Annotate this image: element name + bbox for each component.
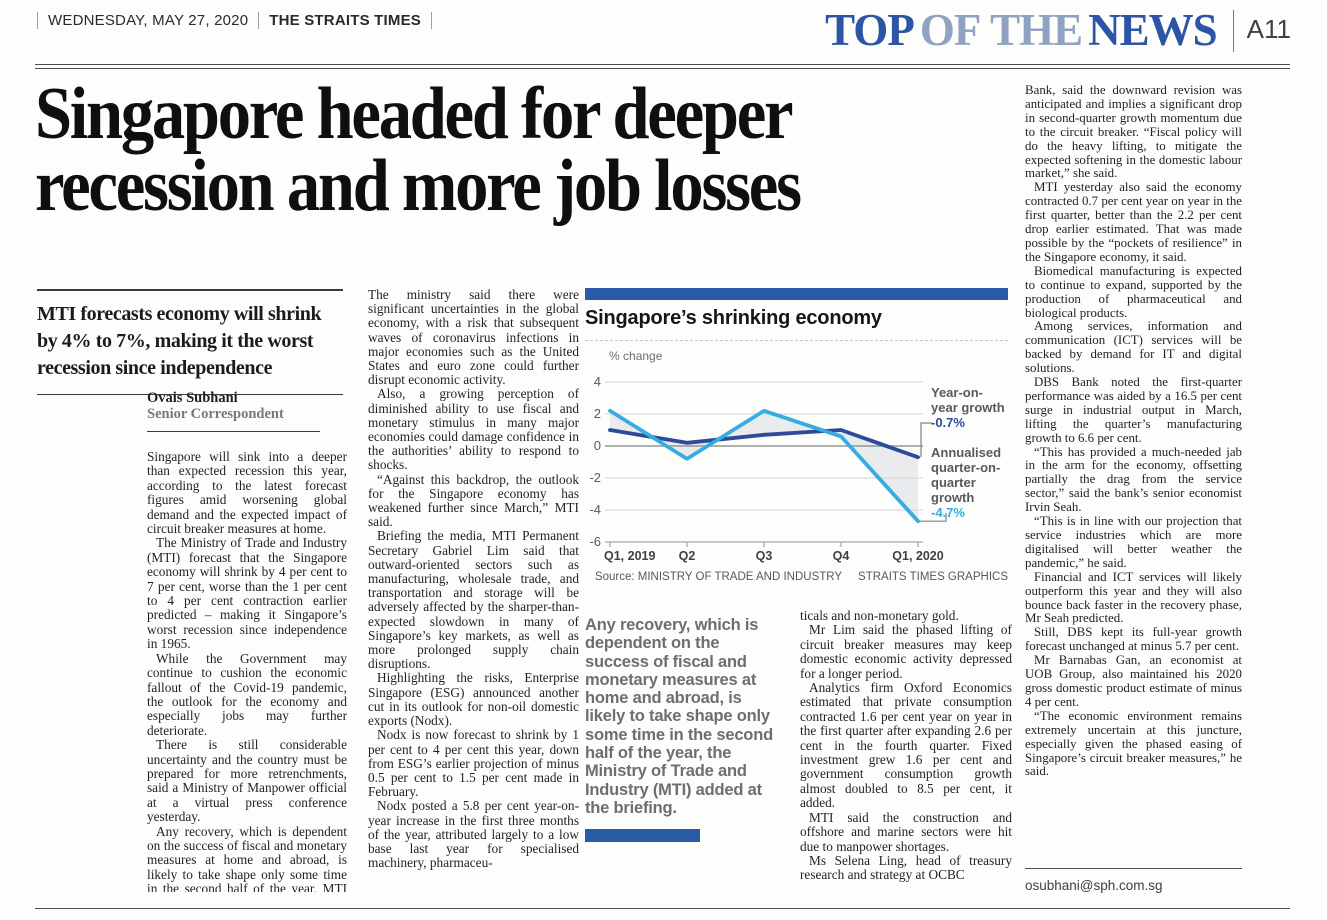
paragraph: Briefing the media, MTI Permanent Secret… — [368, 528, 579, 672]
paragraph: MTI yesterday also said the economy cont… — [1025, 180, 1242, 264]
svg-text:0: 0 — [594, 438, 601, 453]
chart-title: Singapore’s shrinking economy — [585, 307, 882, 329]
chart-series-value: -0.7% — [931, 415, 965, 430]
article-column-4: ticals and non-monetary gold. Mr Lim said… — [800, 609, 1012, 905]
divider — [258, 12, 260, 29]
section-title: TOP OF THE NEWS — [825, 5, 1218, 55]
chart-source-line: Source: MINISTRY OF TRADE AND INDUSTRY S… — [585, 571, 1008, 583]
paragraph: While the Government may continue to cus… — [147, 650, 347, 738]
paragraph: DBS Bank noted the first-quarter perform… — [1025, 375, 1242, 445]
masthead-right: TOP OF THE NEWS A11 — [825, 6, 1291, 54]
svg-text:Q1, 2019: Q1, 2019 — [604, 549, 655, 563]
svg-text:-2: -2 — [589, 470, 601, 485]
article-column-1: Singapore will sink into a deeper than e… — [147, 450, 347, 892]
svg-text:2: 2 — [594, 406, 601, 421]
chart-annotation-qoq: Annualised quarter-on-quarter growth -4.… — [931, 445, 1017, 520]
svg-text:Q1, 2020: Q1, 2020 — [892, 549, 943, 563]
chart-annotation-yoy: Year-on-year growth -0.7% — [931, 385, 1009, 430]
svg-text:% change: % change — [609, 349, 663, 363]
paragraph: The Ministry of Trade and Industry (MTI)… — [147, 535, 347, 652]
section-title-news: NEWS — [1088, 5, 1218, 55]
section-title-top: TOP — [825, 5, 915, 55]
paragraph: “This is in line with our projection tha… — [1025, 514, 1242, 570]
divider — [37, 12, 38, 29]
author-email: osubhani@sph.com.sg — [1025, 868, 1242, 893]
paragraph: “The economic environment remains extrem… — [1025, 708, 1242, 779]
pull-quote-text: Any recovery, which is dependent on the … — [585, 616, 773, 817]
paragraph: “This has provided a much-needed jab in … — [1025, 444, 1242, 515]
svg-text:-6: -6 — [589, 534, 601, 549]
divider — [1232, 10, 1234, 52]
paragraph: The ministry said there were significant… — [368, 288, 579, 388]
paragraph: Bank, said the downward revision was ant… — [1025, 84, 1242, 181]
chart-divider — [585, 340, 1008, 341]
chart-series-label: Annualised quarter-on-quarter growth — [931, 445, 1002, 505]
paragraph: “Against this backdrop, the outlook for … — [368, 471, 579, 530]
byline-name: Ovais Subhani — [147, 390, 238, 406]
svg-text:Q3: Q3 — [756, 549, 773, 563]
byline: Ovais Subhani Senior Correspondent — [147, 390, 320, 432]
svg-text:-4: -4 — [589, 502, 601, 517]
paragraph: Singapore will sink into a deeper than e… — [147, 450, 347, 537]
paragraph: Nodx posted a 5.8 per cent year-on-year … — [368, 798, 579, 871]
economy-chart: Singapore’s shrinking economy % change 4 2… — [585, 288, 1008, 600]
svg-text:Q4: Q4 — [833, 549, 850, 563]
masthead-left: WEDNESDAY, MAY 27, 2020 THE STRAITS TIME… — [37, 12, 432, 29]
paragraph: Also, a growing perception of diminished… — [368, 386, 579, 473]
header-rule — [35, 64, 1290, 69]
economy-chart-svg: % change 4 2 0 -2 -4 -6Q1, 2019 Q2 Q3 Q4 Q1, 2020 — [589, 349, 947, 563]
chart-top-bar — [585, 288, 1008, 300]
masthead-date: WEDNESDAY, MAY 27, 2020 — [48, 12, 249, 29]
section-title-of-the: OF THE — [919, 5, 1083, 55]
paragraph: Any recovery, which is dependent on the … — [147, 823, 347, 892]
svg-text:Q2: Q2 — [679, 549, 696, 563]
pull-quote: Any recovery, which is dependent on the … — [585, 616, 785, 843]
pull-quote-bar — [585, 829, 700, 843]
footer-rule — [35, 908, 1290, 909]
article-column-5: Bank, said the downward revision was ant… — [1025, 84, 1242, 872]
paragraph: Analytics firm Oxford Economics estimate… — [800, 680, 1012, 811]
chart-source: Source: MINISTRY OF TRADE AND INDUSTRY — [594, 571, 842, 583]
masthead-paper-name: THE STRAITS TIMES — [269, 12, 421, 29]
paragraph: There is still considerable uncertainty … — [147, 737, 347, 825]
byline-role: Senior Correspondent — [147, 406, 284, 422]
page-number: A11 — [1246, 14, 1291, 44]
paragraph: Ms Selena Ling, head of treasury researc… — [800, 852, 1012, 883]
paragraph: Still, DBS kept its full-year growth for… — [1025, 625, 1242, 654]
paragraph: Nodx is now forecast to shrink by 1 per … — [368, 727, 579, 800]
paragraph: Mr Lim said the phased lifting of circui… — [800, 622, 1012, 681]
paragraph: Financial and ICT services will likely o… — [1025, 569, 1242, 626]
standfirst: MTI forecasts economy will shrink by 4% … — [37, 289, 343, 395]
divider — [431, 12, 432, 29]
paragraph: Mr Barnabas Gan, an economist at UOB Gro… — [1025, 653, 1242, 709]
paragraph: Highlighting the risks, Enterprise Singa… — [368, 670, 579, 729]
chart-series-label: Year-on-year growth — [931, 385, 1005, 415]
svg-text:4: 4 — [594, 374, 601, 389]
chart-credit: STRAITS TIMES GRAPHICS — [858, 571, 1008, 583]
paragraph: Biomedical manufacturing is expected to … — [1025, 263, 1242, 320]
chart-series-value: -4.7% — [931, 505, 965, 520]
paragraph: ticals and non-monetary gold. — [800, 609, 959, 623]
headline: Singapore headed for deeper recession an… — [35, 73, 802, 227]
article-column-2: The ministry said there were significant… — [368, 288, 579, 904]
paragraph: MTI said the construction and offshore a… — [800, 809, 1012, 854]
paragraph: Among services, information and communic… — [1025, 319, 1242, 376]
